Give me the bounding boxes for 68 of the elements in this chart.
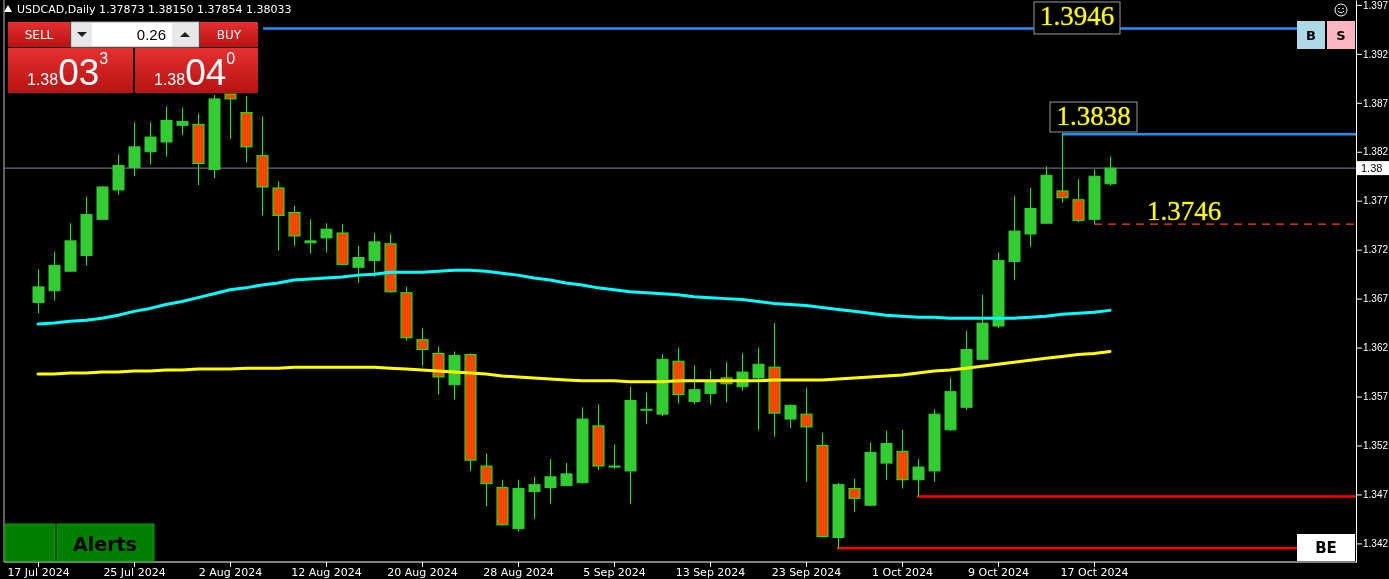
candlestick (224, 93, 237, 140)
y-tick-label: 1.382 (1363, 146, 1389, 158)
candlestick (544, 458, 557, 505)
candlestick (1072, 178, 1085, 223)
candlestick (560, 462, 573, 487)
candlestick (288, 205, 301, 247)
y-tick-label: 1.377 (1363, 195, 1389, 207)
y-tick-label: 1.367 (1363, 293, 1389, 305)
x-tick-label: 5 Sep 2024 (583, 565, 646, 579)
candlestick (480, 452, 493, 507)
candlestick (320, 222, 333, 254)
annotation: BUY (216, 28, 242, 42)
candlestick (640, 392, 653, 425)
annotation: S (1336, 28, 1346, 43)
y-tick-label: 1.357 (1363, 391, 1389, 403)
annotation: SELL (24, 28, 54, 42)
candlestick (128, 121, 141, 177)
candlestick (880, 430, 893, 481)
candlestick (176, 107, 189, 136)
x-tick-label: 1 Oct 2024 (871, 565, 934, 579)
candlestick (752, 347, 765, 431)
annotation: 1.3804$^{0}$ (154, 50, 236, 93)
candlestick (848, 478, 861, 513)
candlestick (352, 245, 365, 284)
candlestick (912, 458, 925, 497)
y-tick-label: 1.397 (1363, 0, 1389, 11)
x-tick-label: 28 Aug 2024 (483, 565, 554, 579)
candlestick (416, 327, 429, 367)
x-tick-label: 23 Sep 2024 (771, 565, 842, 579)
candlestick (800, 387, 813, 483)
y-tick-label: 1.352 (1363, 440, 1389, 452)
candlestick (32, 268, 45, 314)
x-tick-label: 25 Jul 2024 (103, 565, 166, 579)
chart-title: USDCAD,Daily 1.37873 1.38150 1.37854 1.38033 (17, 3, 292, 16)
x-tick-label: 13 Sep 2024 (675, 565, 746, 579)
annotation: 1.3803$^{3}$ (27, 50, 109, 93)
y-tick-label: 1.347 (1363, 489, 1389, 501)
y-tick-label: 1.392 (1363, 48, 1389, 60)
candlestick (688, 364, 701, 405)
x-tick-label: 20 Aug 2024 (387, 565, 458, 579)
x-tick-label: 12 Aug 2024 (291, 565, 362, 579)
candlestick (608, 444, 621, 470)
x-tick-label: 9 Oct 2024 (967, 565, 1030, 579)
y-tick-label: 1.362 (1363, 342, 1389, 354)
ref-line-label: BE (1315, 539, 1337, 557)
ref-line-label: 1.3946 (1039, 1, 1115, 31)
candlestick (1056, 133, 1069, 204)
candlestick (304, 218, 317, 255)
candlestick (1104, 156, 1117, 187)
candlestick (528, 476, 541, 520)
line-series (36, 268, 1112, 326)
y-tick-label: 1.387 (1363, 97, 1389, 109)
y-tick-label: 1.342 (1363, 538, 1389, 550)
x-tick-label: 17 Oct 2024 (1060, 565, 1129, 579)
ref-line-label: 1.38 (1361, 162, 1383, 175)
candlestick (160, 106, 173, 158)
candlestick (144, 121, 157, 165)
candlestick (368, 232, 381, 278)
y-tick-label: 1.372 (1363, 244, 1389, 256)
candlestick (704, 369, 717, 405)
ref-line-label: 1.3838 (1056, 101, 1131, 131)
x-tick-label: 2 Aug 2024 (198, 565, 263, 579)
candlestick (784, 403, 797, 429)
ref-line-label: 1.3746 (1147, 196, 1222, 226)
x-tick-label: 17 Jul 2024 (7, 565, 70, 579)
annotation: 0.26 (136, 26, 166, 43)
annotation: Alerts (73, 533, 137, 555)
annotation: B (1306, 28, 1316, 43)
